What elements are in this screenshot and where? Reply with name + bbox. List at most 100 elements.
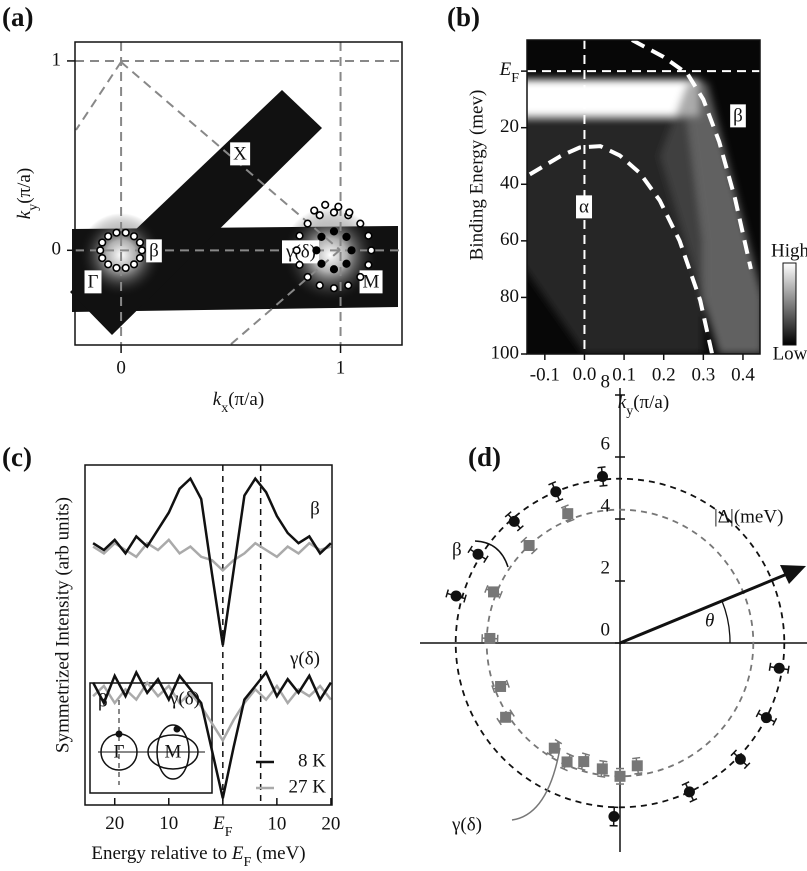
error-bar-cap xyxy=(464,595,466,603)
fermi-point xyxy=(139,247,146,254)
gap-point xyxy=(473,549,484,560)
tick-label: 100 xyxy=(491,342,520,363)
x-axis-label: ky(π/a) xyxy=(618,392,669,418)
gap-point xyxy=(451,591,462,602)
fermi-point xyxy=(322,202,329,209)
label-part: F xyxy=(511,71,519,86)
y-axis-label: Symmetrized Intensity (arb units) xyxy=(52,497,73,753)
gap-point xyxy=(735,754,746,765)
label-part: y xyxy=(626,404,633,419)
fermi-point xyxy=(331,266,338,273)
legend-label: 27 K xyxy=(289,776,327,797)
tick-label: EF xyxy=(499,59,520,85)
gap-point xyxy=(562,508,573,519)
label-part: 0.0 xyxy=(573,364,597,385)
y-axis-label: Binding Energy (mev) xyxy=(466,90,487,261)
gap-point xyxy=(495,681,506,692)
x-axis-label: kx(π/a) xyxy=(213,389,264,415)
colorbar xyxy=(783,263,796,345)
fermi-point xyxy=(331,228,338,235)
label-part: F xyxy=(225,825,233,840)
annotation: Γ xyxy=(88,271,99,292)
fermi-point xyxy=(335,203,342,210)
fermi-point xyxy=(122,229,129,236)
figure: (a)0101kx(π/a)ky(π/a)XβΓγ(δ)M(b)-0.10.00… xyxy=(0,0,807,871)
gap-point xyxy=(632,760,643,771)
tick-label: 4 xyxy=(601,495,611,516)
fermi-point xyxy=(365,262,372,269)
inset-label: γ(δ) xyxy=(169,688,200,709)
fermi-point xyxy=(345,282,352,289)
y-axis-label: ky(π/a) xyxy=(14,168,40,219)
series-label: β xyxy=(452,539,462,560)
fermi-point xyxy=(296,262,303,269)
tick-label: 80 xyxy=(500,286,519,307)
label-part: Energy relative to xyxy=(91,843,232,864)
fermi-point xyxy=(137,255,144,262)
fermi-point xyxy=(316,282,323,289)
heatmap-intensity xyxy=(517,80,699,117)
label-part: (π/a) xyxy=(633,392,669,413)
annotation: M xyxy=(363,271,380,292)
tick-label: 10 xyxy=(267,813,286,834)
gap-point xyxy=(509,516,520,527)
heatmap-image xyxy=(505,40,763,354)
fermi-point xyxy=(113,229,120,236)
error-bar-cap xyxy=(599,761,607,762)
tick-label: 1 xyxy=(52,49,62,70)
tick-label: 0 xyxy=(52,239,62,260)
fermi-point xyxy=(131,261,138,268)
fermi-point xyxy=(365,232,372,239)
error-bar-cap xyxy=(484,556,488,563)
label-part: 10 xyxy=(159,813,178,834)
fermi-point xyxy=(348,247,355,254)
series-label: γ(δ) xyxy=(451,814,482,835)
label-part: E xyxy=(231,843,244,864)
tick-label: 0 xyxy=(601,619,611,640)
curve-label: β xyxy=(310,498,320,519)
gap-point xyxy=(500,712,511,723)
panel-label: (c) xyxy=(2,442,32,472)
label-part: x xyxy=(221,401,228,416)
gap-point xyxy=(578,756,589,767)
error-bar-cap xyxy=(599,485,607,486)
annotation: γ(δ) xyxy=(285,241,316,262)
gap-point xyxy=(597,763,608,774)
tick-label: 0.4 xyxy=(731,364,755,385)
fermi-point xyxy=(293,247,300,254)
tick-label: 0.3 xyxy=(691,364,715,385)
inset-label: β xyxy=(98,690,108,711)
gap-point xyxy=(761,712,772,723)
arrow-line xyxy=(620,572,792,643)
annotation: β xyxy=(733,105,743,126)
angle-arc xyxy=(722,601,730,643)
gap-point xyxy=(774,663,785,674)
fermi-point xyxy=(357,274,364,281)
gap-point xyxy=(549,743,560,754)
inset-label: M xyxy=(165,741,182,762)
fermi-point xyxy=(105,261,112,268)
fermi-point xyxy=(331,285,338,292)
tick-label: -0.1 xyxy=(530,364,560,385)
fermi-point xyxy=(368,247,375,254)
label-part: E xyxy=(499,59,512,80)
tick-label: 0.2 xyxy=(652,364,676,385)
panel-label: (d) xyxy=(468,442,501,472)
fermi-point xyxy=(296,232,303,239)
tick-label: 60 xyxy=(500,229,519,250)
tick-label: EF xyxy=(212,813,233,839)
inset-label: Γ xyxy=(114,741,125,762)
fermi-point xyxy=(311,207,318,214)
error-bar-cap xyxy=(769,663,770,671)
annotation: |Δ|(meV) xyxy=(714,506,783,527)
tick-label: 0.1 xyxy=(612,364,636,385)
tick-label: 0 xyxy=(116,357,126,378)
fermi-point xyxy=(131,233,138,240)
annotation: X xyxy=(233,143,247,164)
fermi-point xyxy=(105,233,112,240)
gap-point xyxy=(608,811,619,822)
label-part: (meV) xyxy=(251,843,305,864)
gap-point xyxy=(562,756,573,767)
error-bar-cap xyxy=(598,467,606,468)
fermi-point xyxy=(99,239,106,246)
